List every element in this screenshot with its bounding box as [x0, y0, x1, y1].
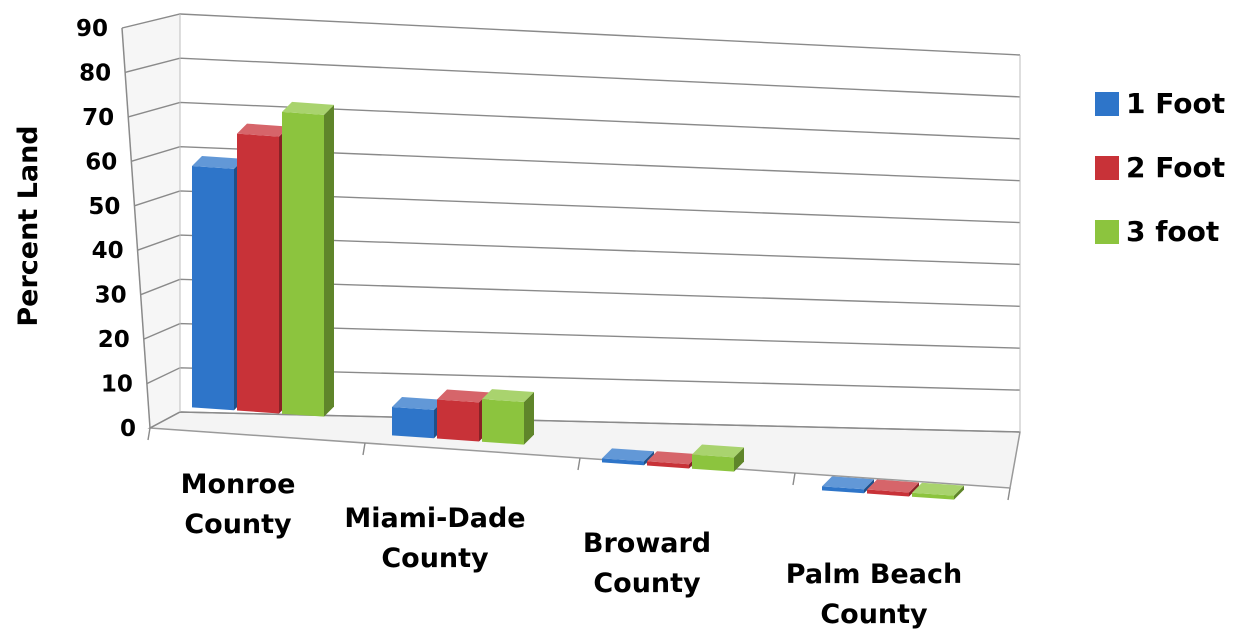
bars: [192, 101, 964, 500]
legend-swatch: [1095, 92, 1119, 116]
bar: [912, 482, 964, 500]
x-tick-label-line: County: [593, 568, 701, 599]
bar-side: [954, 485, 964, 500]
legend-item: 3 foot: [1095, 215, 1219, 248]
bar: [282, 101, 334, 417]
x-tick-label: Palm Beach County: [786, 559, 962, 630]
bar-front: [237, 133, 279, 414]
bar-top: [237, 123, 289, 137]
bar-top: [647, 451, 699, 465]
bar-top: [912, 482, 964, 496]
y-axis-line: [121, 27, 151, 429]
x-tick-label-line: Monroe: [181, 469, 296, 500]
bar-top: [437, 389, 489, 403]
legend-label: 2 Foot: [1126, 151, 1225, 184]
bar-front: [392, 407, 434, 439]
y-axis-title: Percent Land: [13, 125, 44, 326]
bar-front: [912, 492, 954, 500]
bar-top: [692, 444, 744, 458]
x-tick-label-line: Palm Beach: [786, 559, 962, 590]
y-tick-label: 40: [92, 238, 124, 264]
bar-top: [602, 448, 654, 462]
y-tick-label: 50: [88, 194, 120, 220]
x-tick-mark: [362, 442, 366, 456]
bar-side: [909, 482, 919, 497]
bar-top: [822, 476, 874, 490]
x-tick-label: Broward County: [583, 528, 711, 599]
bar: [602, 448, 654, 466]
bar-side: [864, 479, 874, 494]
bar: [392, 397, 444, 439]
bar: [237, 123, 289, 414]
bar-front: [647, 461, 689, 469]
x-tick-labels: Monroe County Miami-Dade County Broward Count…: [181, 469, 963, 630]
x-tick-mark: [1007, 487, 1011, 501]
x-tick-label-line: County: [381, 543, 489, 574]
back-wall: [180, 14, 1020, 432]
bar: [647, 451, 699, 469]
x-tick-label-line: County: [184, 509, 292, 540]
side-wall: [122, 14, 180, 428]
y-tick-label: 80: [79, 60, 111, 86]
bar-side: [734, 447, 744, 472]
y-tick-label: 30: [95, 283, 127, 309]
bar: [692, 444, 744, 472]
bar-front: [602, 458, 644, 466]
legend: 1 Foot 2 Foot 3 foot: [1095, 87, 1225, 248]
x-tick-mark: [792, 472, 796, 486]
y-tick-label: 0: [120, 416, 136, 442]
y-tick-label: 60: [85, 149, 117, 175]
bar-side: [524, 392, 534, 445]
legend-label: 3 foot: [1126, 215, 1219, 248]
legend-swatch: [1095, 220, 1119, 244]
x-tick-mark: [577, 457, 581, 471]
bar: [437, 389, 489, 442]
bar-front: [282, 111, 324, 417]
bar-top: [392, 397, 444, 410]
bar-front: [822, 486, 864, 494]
bar-top: [282, 101, 334, 115]
bar-front: [867, 489, 909, 497]
bar-front: [692, 454, 734, 472]
bar-front: [437, 399, 479, 442]
y-tick-label: 20: [98, 327, 130, 353]
bar-top: [192, 156, 244, 169]
bar-side: [324, 104, 334, 417]
bar-front: [192, 166, 234, 411]
x-tick-label: Monroe County: [181, 469, 296, 540]
x-tick-mark: [147, 427, 151, 441]
bar: [867, 479, 919, 497]
legend-item: 1 Foot: [1095, 87, 1225, 120]
y-tick-label: 70: [82, 105, 114, 131]
bar: [482, 389, 534, 445]
axes: [121, 14, 1021, 501]
bar-front: [482, 399, 524, 445]
x-tick-label-line: Broward: [583, 528, 711, 559]
bar: [822, 476, 874, 494]
x-tick-label-line: Miami-Dade: [344, 503, 525, 534]
bar-top: [867, 479, 919, 493]
y-tick-label: 90: [76, 16, 108, 42]
y-tick-label: 10: [101, 372, 133, 398]
bar: [192, 156, 244, 411]
legend-swatch: [1095, 156, 1119, 180]
x-tick-label: Miami-Dade County: [344, 503, 525, 574]
bar-top: [482, 389, 534, 402]
y-tick-labels: 0 10 20 30 40 50 60 70 80 90: [76, 16, 136, 442]
legend-item: 2 Foot: [1095, 151, 1225, 184]
bar-side: [644, 451, 654, 466]
x-tick-label-line: County: [820, 599, 928, 630]
legend-label: 1 Foot: [1126, 87, 1225, 120]
